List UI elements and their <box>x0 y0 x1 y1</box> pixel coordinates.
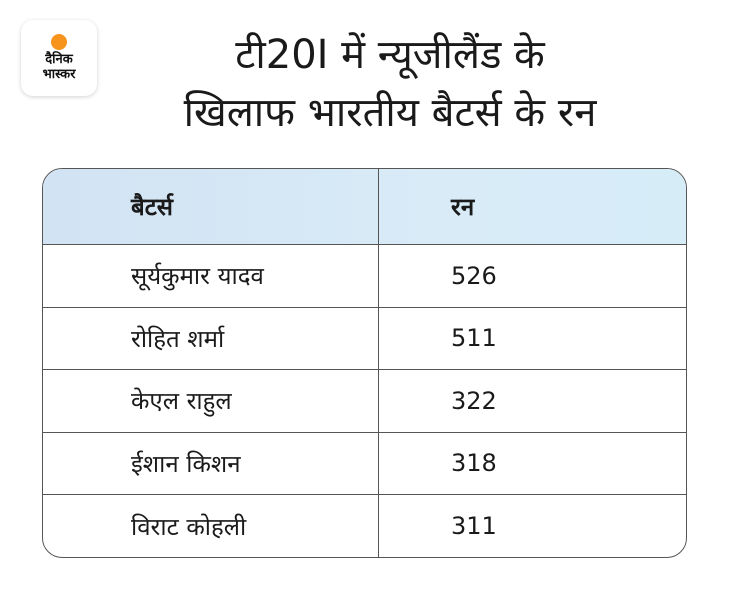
table-row: रोहित शर्मा 511 <box>43 307 686 370</box>
batter-name-cell: ईशान किशन <box>43 432 379 494</box>
batter-name-cell: सूर्यकुमार यादव <box>43 245 379 307</box>
table-header-row: बैटर्स रन <box>43 169 686 245</box>
title-line-2: खिलाफ भारतीय बैटर्स के रन <box>183 90 597 136</box>
runs-cell: 322 <box>451 386 497 415</box>
page-title: टी20I में न्यूजीलैंड के खिलाफ भारतीय बैट… <box>110 26 670 142</box>
batter-name-cell: केएल राहुल <box>43 370 379 432</box>
logo-text-line1: दैनिक <box>45 52 73 67</box>
table-row: सूर्यकुमार यादव 526 <box>43 245 686 308</box>
table-row: केएल राहुल 322 <box>43 370 686 433</box>
runs-cell: 511 <box>451 324 497 353</box>
dainik-bhaskar-logo: दैनिक भास्कर <box>21 20 97 96</box>
column-header-runs: रन <box>451 193 475 221</box>
title-line-1: टी20I में न्यूजीलैंड के <box>235 32 545 78</box>
batter-name-cell: विराट कोहली <box>43 495 379 557</box>
sun-icon <box>51 34 67 50</box>
logo-text-line2: भास्कर <box>42 67 76 82</box>
runs-cell: 318 <box>451 449 497 478</box>
runs-table: बैटर्स रन सूर्यकुमार यादव 526 रोहित शर्म… <box>42 168 687 558</box>
column-header-batters: बैटर्स <box>43 169 379 244</box>
table-row: विराट कोहली 311 <box>43 495 686 557</box>
runs-cell: 526 <box>451 261 497 290</box>
table-row: ईशान किशन 318 <box>43 432 686 495</box>
runs-cell: 311 <box>451 512 497 541</box>
batter-name-cell: रोहित शर्मा <box>43 307 379 369</box>
